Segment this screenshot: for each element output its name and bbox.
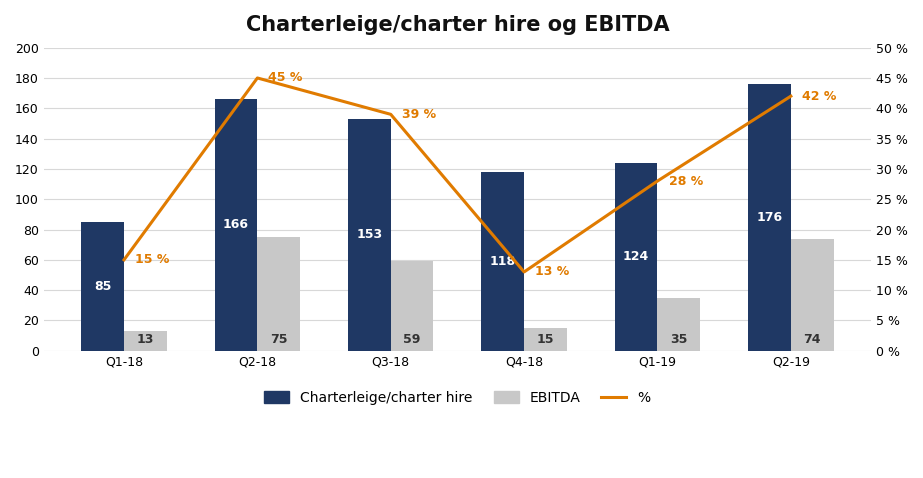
Text: 59: 59 bbox=[403, 333, 421, 346]
Text: 35: 35 bbox=[670, 333, 688, 346]
Text: 75: 75 bbox=[270, 333, 287, 346]
Bar bbox=[215, 99, 258, 351]
Bar bbox=[124, 331, 167, 351]
Text: 176: 176 bbox=[757, 211, 783, 224]
Text: 15 %: 15 % bbox=[135, 253, 170, 266]
Bar bbox=[258, 237, 300, 351]
Bar bbox=[348, 119, 390, 351]
Bar bbox=[81, 222, 124, 351]
Text: 153: 153 bbox=[356, 228, 382, 241]
Text: 28 %: 28 % bbox=[668, 174, 702, 187]
Bar bbox=[791, 239, 833, 351]
Text: 124: 124 bbox=[623, 250, 649, 263]
Text: 45 %: 45 % bbox=[269, 72, 303, 85]
Text: 13 %: 13 % bbox=[535, 265, 569, 278]
Text: 85: 85 bbox=[94, 280, 112, 293]
Text: 13: 13 bbox=[137, 333, 154, 346]
Bar bbox=[390, 261, 434, 351]
Bar bbox=[524, 328, 567, 351]
Text: 74: 74 bbox=[803, 333, 821, 346]
Text: 166: 166 bbox=[223, 218, 249, 231]
Text: 118: 118 bbox=[490, 255, 516, 268]
Legend: Charterleige/charter hire, EBITDA, %: Charterleige/charter hire, EBITDA, % bbox=[258, 385, 656, 411]
Bar bbox=[749, 84, 791, 351]
Bar bbox=[615, 163, 657, 351]
Text: 39 %: 39 % bbox=[402, 108, 436, 121]
Title: Charterleige/charter hire og EBITDA: Charterleige/charter hire og EBITDA bbox=[246, 15, 669, 35]
Bar bbox=[657, 298, 701, 351]
Text: 42 %: 42 % bbox=[802, 90, 836, 103]
Bar bbox=[482, 172, 524, 351]
Text: 15: 15 bbox=[536, 333, 554, 346]
